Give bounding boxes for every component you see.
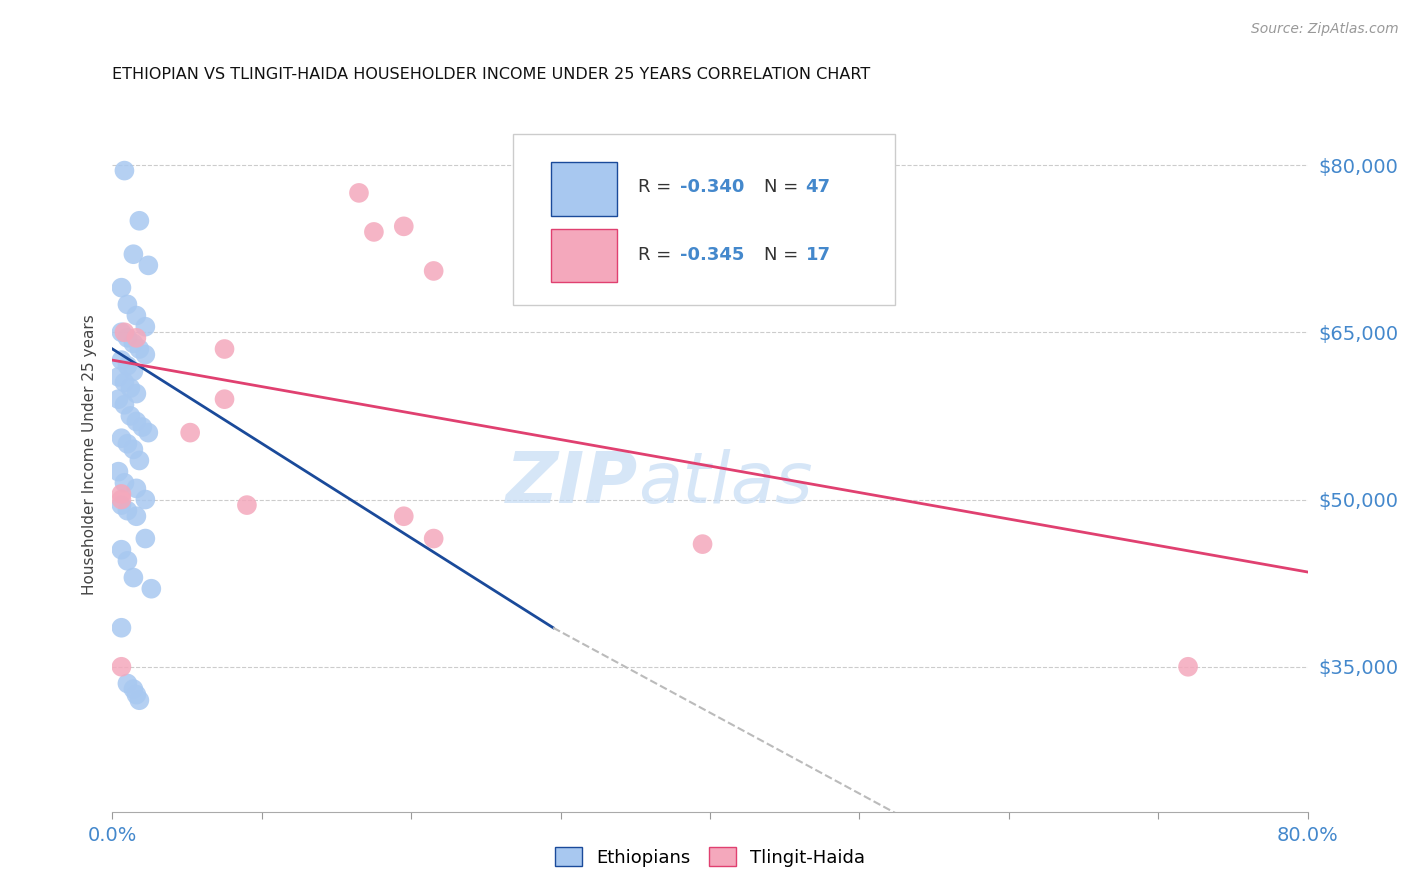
Point xyxy=(117,359,139,373)
Point xyxy=(138,259,160,273)
Text: ZIP: ZIP xyxy=(506,449,638,518)
Point xyxy=(114,475,135,490)
Point xyxy=(117,503,139,517)
Point xyxy=(128,453,150,467)
Point xyxy=(692,537,714,551)
Point xyxy=(117,331,139,345)
FancyBboxPatch shape xyxy=(513,134,896,305)
Point xyxy=(110,487,132,501)
FancyBboxPatch shape xyxy=(551,228,617,282)
Point xyxy=(392,219,415,234)
Text: ETHIOPIAN VS TLINGIT-HAIDA HOUSEHOLDER INCOME UNDER 25 YEARS CORRELATION CHART: ETHIOPIAN VS TLINGIT-HAIDA HOUSEHOLDER I… xyxy=(112,67,870,82)
Point xyxy=(128,213,150,227)
Point xyxy=(122,247,145,261)
Point xyxy=(117,554,139,568)
Point xyxy=(125,509,148,524)
Point xyxy=(1177,660,1199,674)
Point xyxy=(363,225,385,239)
Point xyxy=(107,369,129,384)
Point xyxy=(134,532,156,546)
Point xyxy=(107,392,129,407)
Point xyxy=(125,331,148,345)
Point xyxy=(179,425,201,440)
Point xyxy=(110,542,132,557)
Point xyxy=(392,509,415,524)
Point xyxy=(110,621,132,635)
Point xyxy=(117,676,139,690)
Point xyxy=(110,353,132,368)
Point xyxy=(134,347,156,362)
Point xyxy=(122,364,145,378)
Text: -0.340: -0.340 xyxy=(681,178,745,196)
Point xyxy=(128,693,150,707)
Point xyxy=(110,498,132,512)
Point xyxy=(125,414,148,429)
Point xyxy=(114,325,135,339)
Point xyxy=(134,319,156,334)
Point xyxy=(125,386,148,401)
Text: R =: R = xyxy=(638,246,678,264)
Text: 17: 17 xyxy=(806,246,831,264)
Point xyxy=(117,436,139,450)
Point xyxy=(125,688,148,702)
Text: N =: N = xyxy=(763,246,804,264)
Point xyxy=(236,498,259,512)
Point xyxy=(114,398,135,412)
Text: -0.345: -0.345 xyxy=(681,246,745,264)
Point xyxy=(141,582,163,596)
Text: Source: ZipAtlas.com: Source: ZipAtlas.com xyxy=(1251,22,1399,37)
Text: R =: R = xyxy=(638,178,678,196)
Point xyxy=(131,420,153,434)
Point xyxy=(134,492,156,507)
Y-axis label: Householder Income Under 25 years: Householder Income Under 25 years xyxy=(82,315,97,595)
FancyBboxPatch shape xyxy=(551,162,617,216)
Text: N =: N = xyxy=(763,178,804,196)
Point xyxy=(110,660,132,674)
Point xyxy=(117,297,139,311)
Point xyxy=(110,492,132,507)
Point xyxy=(214,392,236,407)
Point xyxy=(422,532,444,546)
Text: atlas: atlas xyxy=(638,449,813,518)
Point xyxy=(125,482,148,496)
Point xyxy=(128,342,150,356)
Point xyxy=(107,465,129,479)
Point xyxy=(122,336,145,351)
Point xyxy=(125,309,148,323)
Point xyxy=(122,571,145,585)
Point xyxy=(120,381,142,395)
Point xyxy=(122,681,145,696)
Point xyxy=(114,163,135,178)
Point xyxy=(122,442,145,457)
Point xyxy=(110,280,132,294)
Point xyxy=(347,186,370,200)
Point xyxy=(114,376,135,390)
Legend: Ethiopians, Tlingit-Haida: Ethiopians, Tlingit-Haida xyxy=(547,840,873,874)
Point xyxy=(110,431,132,445)
Point xyxy=(110,325,132,339)
Point xyxy=(214,342,236,356)
Point xyxy=(138,425,160,440)
Point xyxy=(422,264,444,278)
Point xyxy=(120,409,142,423)
Text: 47: 47 xyxy=(806,178,831,196)
